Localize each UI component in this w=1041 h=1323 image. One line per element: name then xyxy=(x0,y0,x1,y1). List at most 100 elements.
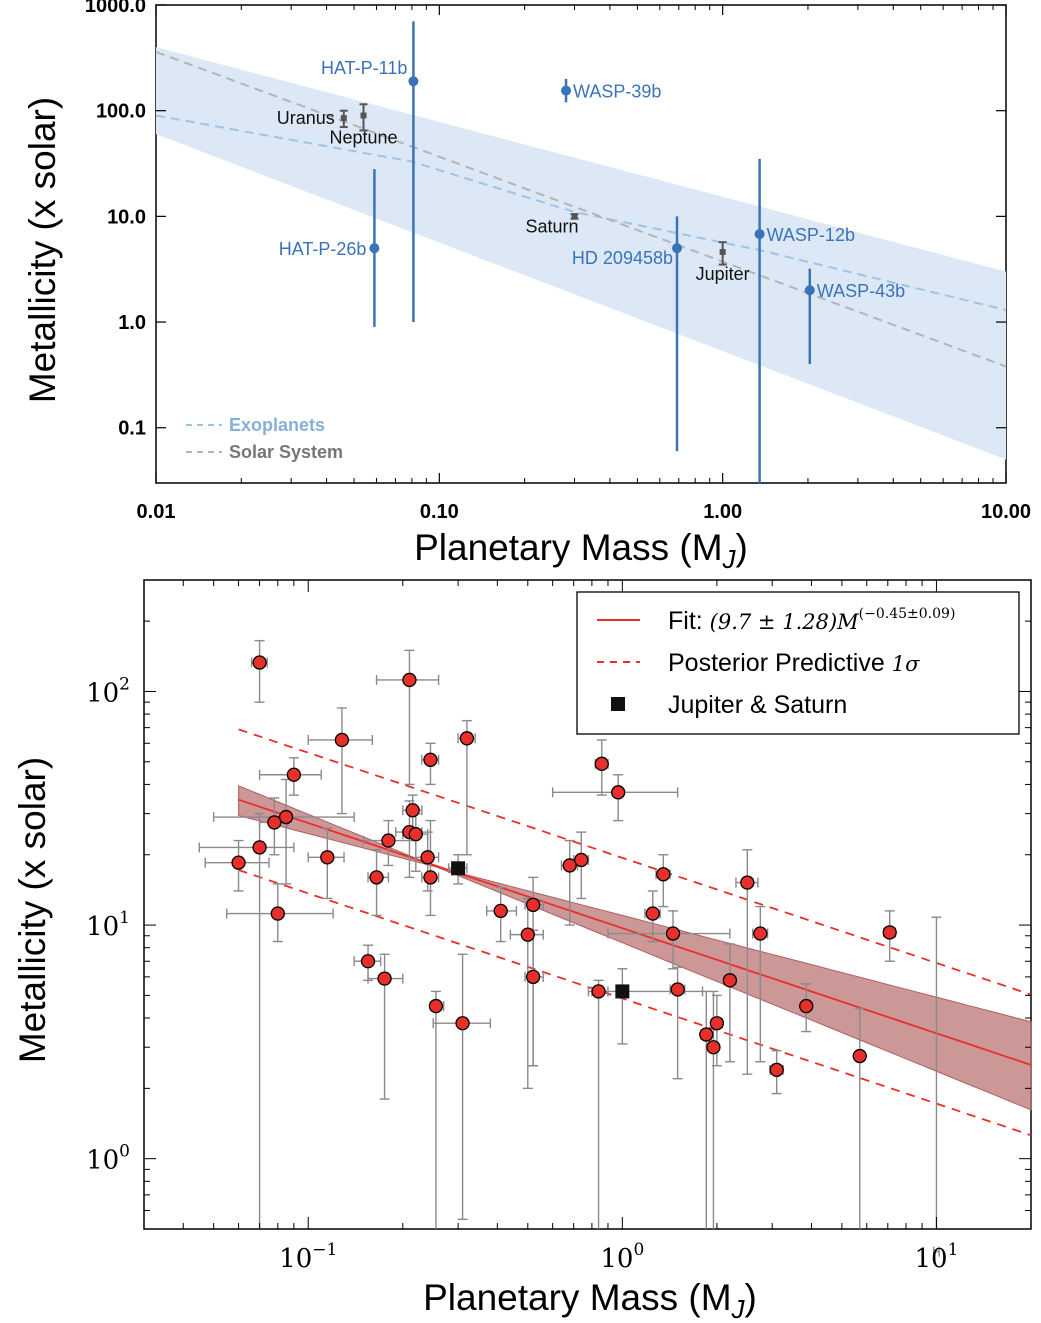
y-tick-exponent: 2 xyxy=(119,674,130,694)
legend-math: (9.7 ± 1.28)M xyxy=(710,610,859,634)
solar-point xyxy=(719,249,726,256)
y-tick-label: 100.0 xyxy=(96,101,146,123)
legend-label: Posterior Predictive 1σ xyxy=(668,649,920,677)
exoplanet-point xyxy=(423,870,438,885)
planet-points xyxy=(231,655,897,1078)
x-tick-exponent: 1 xyxy=(948,1240,959,1260)
solar-point xyxy=(360,112,367,119)
solar-label: Saturn xyxy=(525,216,578,236)
exoplanet-point xyxy=(525,969,541,985)
exoplanet-point xyxy=(665,926,681,941)
exoplanet-point xyxy=(320,850,335,865)
fit-band xyxy=(238,785,1032,1111)
exoplanet-point xyxy=(709,1016,725,1031)
y-tick-label: 1000.0 xyxy=(85,0,146,17)
exoplanet-point xyxy=(334,732,350,748)
exoplanet-point xyxy=(722,973,738,988)
top-chart: HAT-P-26b HAT-P-11b WASP-39b HD 209458b WASP… xyxy=(22,0,1031,574)
x-tick-label: 101 xyxy=(914,1240,958,1274)
exoplanet-point xyxy=(267,815,282,830)
legend-square-swatch xyxy=(611,697,625,711)
solar-label: Jupiter xyxy=(696,264,750,284)
exoplanet-point xyxy=(377,971,392,986)
exoplanet-point xyxy=(405,803,420,818)
exoplanet-trend-line xyxy=(155,114,1007,311)
top-plot-frame xyxy=(155,4,1007,484)
solar-point xyxy=(340,115,347,122)
confidence-band xyxy=(156,47,1006,460)
exoplanet-point xyxy=(882,925,897,940)
solar-point xyxy=(571,213,578,220)
exoplanet-label: WASP-12b xyxy=(767,225,855,245)
exoplanet-point xyxy=(369,870,384,885)
exoplanet-point xyxy=(594,756,609,771)
y-tick-label: 10.0 xyxy=(107,206,146,228)
trend-lines xyxy=(155,50,1007,368)
x-tick-label: 10−1 xyxy=(279,1240,337,1274)
fit-lines xyxy=(238,728,1032,1137)
legend-label: Jupiter & Saturn xyxy=(668,691,847,719)
exoplanet-point xyxy=(852,1048,867,1064)
x-tick-exponent: −1 xyxy=(312,1240,337,1260)
y-tick-label: 1.0 xyxy=(118,312,146,334)
bottom-x-axis-label: Planetary Mass (MJ) xyxy=(423,1277,757,1323)
legend-label: Solar System xyxy=(229,442,343,462)
exoplanet-point xyxy=(520,927,535,942)
exoplanet-label: WASP-43b xyxy=(817,281,905,301)
exoplanet-point xyxy=(455,1016,470,1031)
solar-system-point xyxy=(451,861,466,876)
exoplanet-point xyxy=(740,875,755,890)
fit-uncertainty-band xyxy=(238,785,1032,1111)
exoplanet-point xyxy=(591,984,606,999)
exoplanet-point xyxy=(252,655,267,670)
y-tick-label: 100 xyxy=(86,1142,130,1176)
bottom-plot-frame xyxy=(143,579,1032,1230)
exoplanet-label: HD 209458b xyxy=(572,248,673,268)
solar-label: Uranus xyxy=(277,108,335,128)
y-tick-label: 102 xyxy=(86,674,130,708)
x-tick-label: 100 xyxy=(600,1240,644,1274)
exoplanet-point xyxy=(360,954,376,969)
y-tick-exponent: 1 xyxy=(119,908,130,928)
x-tick-label: 0.01 xyxy=(137,501,176,523)
exoplanet-point xyxy=(525,897,541,913)
exoplanet-point xyxy=(381,833,396,848)
exoplanet-point xyxy=(611,785,626,800)
exoplanet-point xyxy=(252,840,267,855)
y-tick-exponent: 0 xyxy=(119,1142,130,1162)
solar-system-trend-line xyxy=(155,50,1007,368)
exoplanet-label: HAT-P-11b xyxy=(321,58,407,78)
exoplanet-point xyxy=(656,867,671,882)
y-tick-label: 101 xyxy=(86,908,130,942)
exoplanet-point xyxy=(423,752,438,767)
exoplanet-point xyxy=(753,926,768,941)
exoplanet-label: HAT-P-26b xyxy=(279,239,367,259)
exoplanet-point xyxy=(286,767,302,782)
exoplanet-point xyxy=(672,243,683,254)
top-x-axis-label: Planetary Mass (MJ) xyxy=(414,527,748,574)
exoplanet-point xyxy=(645,906,660,921)
x-tick-label: 0.10 xyxy=(420,501,459,523)
solar-label: Neptune xyxy=(329,128,397,148)
planet-points: HAT-P-26b HAT-P-11b WASP-39b HD 209458b WASP… xyxy=(277,21,905,483)
bottom-y-axis-label: Metallicity (x solar) xyxy=(12,757,53,1063)
exoplanet-point xyxy=(670,982,685,997)
exoplanet-point xyxy=(402,672,417,688)
legend-math-exponent: (−0.45±0.09) xyxy=(859,606,956,622)
x-tick-exponent: 0 xyxy=(633,1240,644,1260)
solar-system-point xyxy=(615,984,630,999)
top-y-axis-label: Metallicity (x solar) xyxy=(22,97,63,403)
exoplanet-point xyxy=(562,858,577,873)
confidence-band-area xyxy=(156,47,1006,460)
exoplanet-point xyxy=(459,731,475,746)
exoplanet-point xyxy=(278,809,294,825)
exoplanet-point xyxy=(408,827,423,842)
exoplanet-point xyxy=(574,852,589,868)
exoplanet-point xyxy=(769,1062,784,1078)
axis-ticks: 0.01 0.10 1.00 10.00 0.1 1.0 10.0 100.0 1000.0 xyxy=(85,0,1031,523)
exoplanet-point xyxy=(799,998,814,1014)
top-legend: Exoplanets Solar System xyxy=(186,415,343,462)
legend-label: Exoplanets xyxy=(229,415,325,435)
